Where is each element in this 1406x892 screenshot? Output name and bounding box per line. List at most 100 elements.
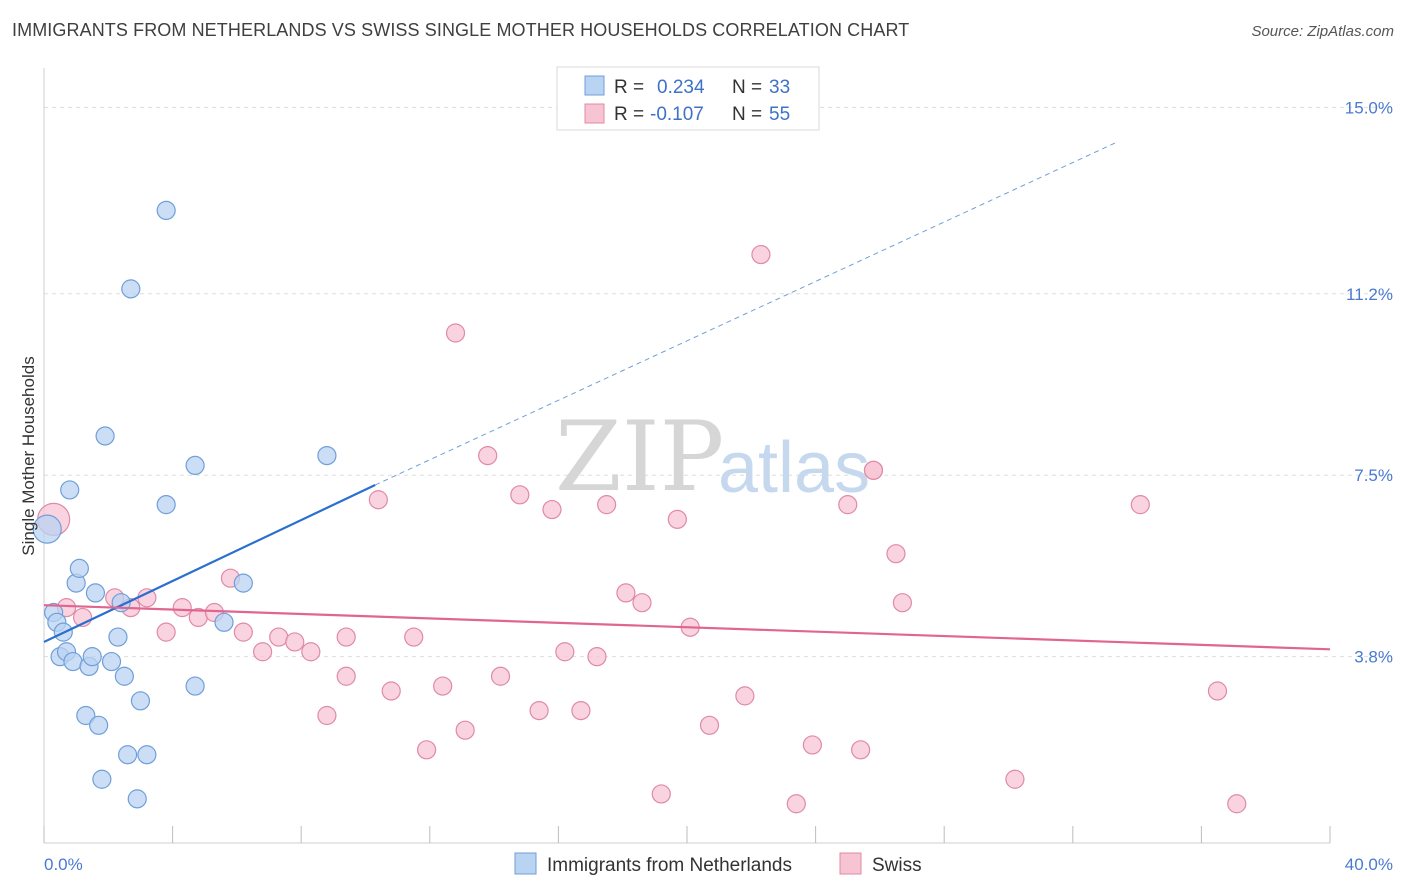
x-tick-min: 0.0% bbox=[44, 855, 83, 874]
swiss-point-43 bbox=[786, 794, 806, 814]
y-tick-label-0: 3.8% bbox=[1354, 648, 1393, 667]
swiss-point-22 bbox=[416, 740, 437, 760]
swiss-point-29 bbox=[529, 700, 549, 721]
y-tick-label-1: 7.5% bbox=[1354, 466, 1393, 485]
swiss-point-27 bbox=[490, 666, 511, 686]
netherlands-point-0 bbox=[32, 514, 62, 544]
watermark-zip: ZIP bbox=[555, 401, 724, 513]
swiss-point-35 bbox=[616, 583, 636, 603]
netherlands-point-28 bbox=[185, 455, 205, 476]
netherlands-point-14 bbox=[89, 715, 109, 735]
swiss-point-5 bbox=[137, 588, 157, 608]
swiss-point-12 bbox=[253, 642, 273, 662]
swiss-point-40 bbox=[699, 715, 720, 735]
swiss-point-30 bbox=[542, 499, 562, 520]
axes bbox=[43, 68, 1331, 844]
swiss-point-6 bbox=[156, 622, 176, 642]
bottom-legend-label-pink: Swiss bbox=[872, 855, 922, 876]
source-label: Source: ZipAtlas.com bbox=[1251, 23, 1394, 40]
legend-n-value-2: 55 bbox=[769, 104, 790, 125]
netherlands-point-17 bbox=[101, 651, 122, 672]
netherlands-trend-extension bbox=[374, 141, 1119, 486]
legend-box: R = 0.234 N = 33 R = -0.107 N = 55 bbox=[556, 66, 820, 131]
netherlands-point-12 bbox=[82, 647, 102, 667]
swiss-point-11 bbox=[233, 622, 253, 642]
legend-r-label-2: R = bbox=[614, 104, 644, 125]
swiss-point-19 bbox=[368, 490, 388, 510]
netherlands-point-27 bbox=[156, 200, 176, 221]
swiss-point-54 bbox=[863, 460, 884, 480]
swiss-point-24 bbox=[445, 323, 466, 343]
netherlands-trend-line bbox=[43, 484, 376, 643]
netherlands-point-20 bbox=[114, 666, 134, 686]
swiss-point-13 bbox=[269, 627, 289, 647]
swiss-point-52 bbox=[1207, 681, 1228, 701]
swiss-point-45 bbox=[838, 495, 858, 515]
chart-title: IMMIGRANTS FROM NETHERLANDS VS SWISS SIN… bbox=[12, 20, 910, 40]
netherlands-point-6 bbox=[60, 480, 80, 500]
swiss-point-18 bbox=[336, 666, 356, 686]
swiss-point-33 bbox=[587, 647, 607, 667]
legend-r-value-1: 0.234 bbox=[657, 77, 705, 98]
swiss-point-28 bbox=[510, 485, 530, 505]
swiss-point-21 bbox=[404, 627, 424, 647]
swiss-point-20 bbox=[381, 681, 401, 701]
swiss-point-23 bbox=[433, 676, 453, 696]
netherlands-point-15 bbox=[92, 769, 112, 789]
watermark-atlas: atlas bbox=[718, 428, 870, 508]
swiss-point-34 bbox=[597, 495, 617, 515]
swiss-point-46 bbox=[851, 740, 871, 760]
netherlands-point-13 bbox=[85, 583, 106, 603]
netherlands-points bbox=[32, 200, 337, 809]
netherlands-point-31 bbox=[233, 573, 253, 593]
netherlands-point-32 bbox=[317, 445, 337, 466]
swiss-point-7 bbox=[172, 598, 192, 618]
y-tick-labels: 3.8% 7.5% 11.2% 15.0% bbox=[1345, 98, 1393, 666]
netherlands-point-26 bbox=[156, 495, 176, 515]
swiss-point-44 bbox=[802, 735, 822, 755]
bottom-legend-swatch-blue bbox=[514, 852, 537, 875]
legend-n-value-1: 33 bbox=[769, 77, 790, 98]
swiss-point-49 bbox=[892, 593, 913, 613]
y-tick-label-3: 15.0% bbox=[1345, 98, 1393, 117]
swiss-point-31 bbox=[555, 642, 575, 662]
swiss-point-15 bbox=[301, 642, 321, 662]
bottom-legend-swatch-pink bbox=[839, 852, 862, 875]
legend-r-value-2: -0.107 bbox=[650, 104, 704, 125]
swiss-point-14 bbox=[285, 632, 305, 652]
netherlands-point-29 bbox=[185, 676, 205, 696]
swiss-point-48 bbox=[886, 544, 906, 564]
swiss-point-32 bbox=[571, 700, 591, 721]
legend-n-label-2: N = bbox=[732, 104, 762, 125]
y-axis-label: Single Mother Households bbox=[19, 356, 38, 555]
netherlands-point-23 bbox=[127, 789, 147, 809]
x-tick-max: 40.0% bbox=[1345, 855, 1393, 874]
netherlands-point-16 bbox=[95, 426, 115, 446]
swiss-point-53 bbox=[1227, 794, 1247, 814]
swiss-point-37 bbox=[651, 784, 671, 804]
legend-n-label-1: N = bbox=[732, 77, 762, 98]
y-tick-label-2: 11.2% bbox=[1346, 285, 1393, 304]
netherlands-point-30 bbox=[214, 612, 234, 632]
swiss-point-50 bbox=[1005, 769, 1025, 789]
swiss-point-41 bbox=[735, 686, 755, 706]
bottom-legend-label-blue: Immigrants from Netherlands bbox=[547, 855, 792, 876]
netherlands-point-25 bbox=[137, 745, 157, 765]
legend-swatch-pink bbox=[584, 103, 605, 124]
bottom-legend: Immigrants from Netherlands Swiss bbox=[514, 852, 922, 876]
swiss-points bbox=[37, 244, 1247, 814]
netherlands-point-7 bbox=[63, 651, 83, 672]
swiss-point-42 bbox=[751, 244, 771, 265]
swiss-point-17 bbox=[336, 627, 356, 647]
netherlands-point-9 bbox=[69, 558, 89, 578]
legend-swatch-blue bbox=[584, 75, 605, 96]
netherlands-point-22 bbox=[121, 279, 141, 299]
swiss-point-38 bbox=[667, 509, 687, 529]
swiss-point-25 bbox=[455, 720, 475, 740]
netherlands-point-24 bbox=[130, 691, 151, 711]
netherlands-point-21 bbox=[117, 745, 138, 765]
netherlands-point-10 bbox=[76, 705, 96, 726]
trend-lines bbox=[43, 141, 1331, 651]
swiss-point-16 bbox=[317, 705, 337, 726]
